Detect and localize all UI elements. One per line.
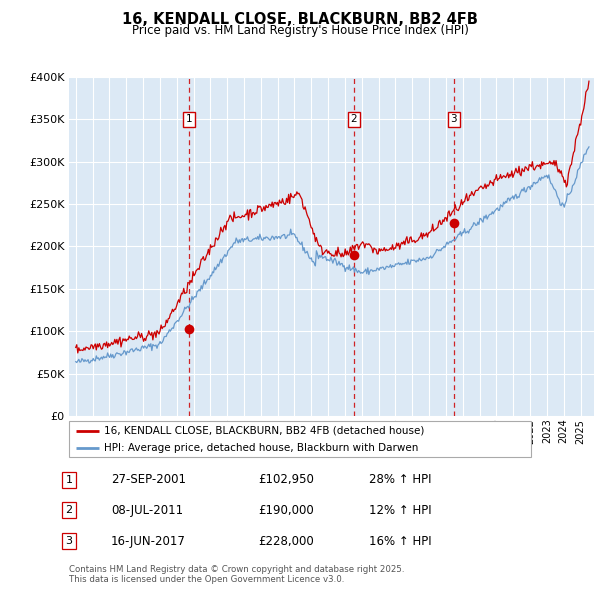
Text: Contains HM Land Registry data © Crown copyright and database right 2025.
This d: Contains HM Land Registry data © Crown c… [69,565,404,584]
Text: 28% ↑ HPI: 28% ↑ HPI [369,473,431,486]
Text: 27-SEP-2001: 27-SEP-2001 [111,473,186,486]
Text: 1: 1 [65,475,73,484]
Text: Price paid vs. HM Land Registry's House Price Index (HPI): Price paid vs. HM Land Registry's House … [131,24,469,37]
Text: 08-JUL-2011: 08-JUL-2011 [111,504,183,517]
Text: HPI: Average price, detached house, Blackburn with Darwen: HPI: Average price, detached house, Blac… [104,443,418,453]
Text: 3: 3 [451,114,457,124]
Text: £190,000: £190,000 [258,504,314,517]
Text: £102,950: £102,950 [258,473,314,486]
Text: 2: 2 [65,506,73,515]
FancyBboxPatch shape [69,421,531,457]
Text: 2: 2 [350,114,357,124]
Text: 16-JUN-2017: 16-JUN-2017 [111,535,186,548]
Text: 16% ↑ HPI: 16% ↑ HPI [369,535,431,548]
Text: 16, KENDALL CLOSE, BLACKBURN, BB2 4FB (detached house): 16, KENDALL CLOSE, BLACKBURN, BB2 4FB (d… [104,425,424,435]
Text: 16, KENDALL CLOSE, BLACKBURN, BB2 4FB: 16, KENDALL CLOSE, BLACKBURN, BB2 4FB [122,12,478,27]
Text: 12% ↑ HPI: 12% ↑ HPI [369,504,431,517]
Text: 3: 3 [65,536,73,546]
Text: £228,000: £228,000 [258,535,314,548]
Text: 1: 1 [186,114,193,124]
